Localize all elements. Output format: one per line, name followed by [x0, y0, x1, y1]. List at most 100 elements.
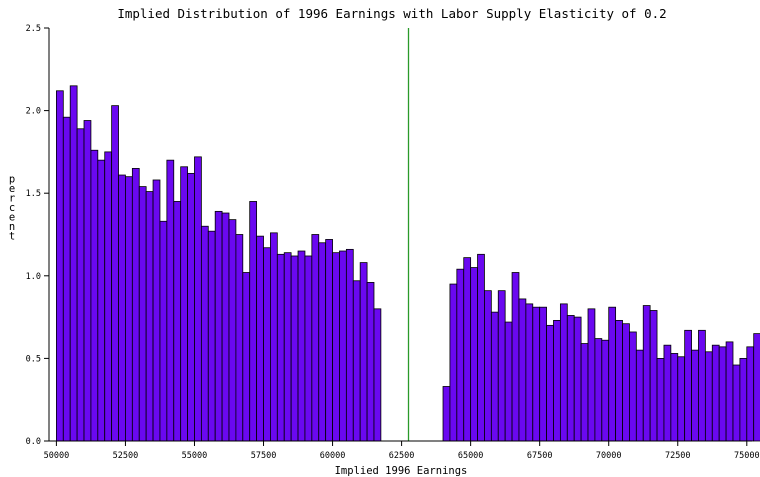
histogram-bar [656, 357, 665, 442]
histogram-bar [118, 174, 126, 442]
histogram-bar [131, 168, 140, 442]
histogram-bar [166, 159, 175, 442]
histogram-bar [235, 234, 244, 442]
histogram-bar [739, 357, 748, 442]
histogram-bar [311, 234, 320, 442]
y-tick-label: 0.0 [26, 437, 41, 447]
histogram-bar [463, 257, 472, 442]
histogram-bar [62, 116, 71, 442]
histogram-bar [83, 120, 92, 442]
histogram-bar [670, 353, 679, 442]
bars-group [56, 85, 760, 442]
histogram-bar [373, 308, 382, 442]
x-tick-label: 65000 [458, 451, 484, 461]
y-tick-label: 2.5 [26, 24, 41, 34]
histogram-bar [339, 250, 347, 442]
histogram-bar [442, 386, 451, 442]
histogram-bar [242, 272, 251, 442]
histogram-bar [698, 329, 706, 442]
histogram-bar [677, 356, 686, 442]
histogram-bar [539, 306, 547, 442]
x-ticks: 50000 52500 55000 57500 60000 62500 65000 67500… [44, 441, 760, 461]
histogram-bar [290, 255, 299, 442]
histogram-bar [725, 341, 734, 442]
histogram-bar [194, 156, 202, 442]
x-tick-label: 67500 [527, 451, 553, 461]
histogram-bar [221, 212, 230, 442]
histogram-bar [490, 311, 499, 442]
histogram-bar [635, 349, 644, 442]
histogram-bar [684, 329, 692, 442]
histogram-bar [649, 310, 658, 442]
histogram-bar [746, 346, 755, 442]
y-tick-label: 2.0 [26, 107, 41, 117]
histogram-bar [587, 308, 596, 442]
histogram-bar [318, 242, 327, 442]
histogram-bar [187, 172, 195, 442]
histogram-bar [608, 306, 617, 442]
histogram-bar [159, 220, 168, 442]
histogram-bar [359, 262, 368, 442]
histogram-bar [615, 319, 623, 442]
histogram-bar [642, 305, 651, 442]
histogram-bar [207, 230, 216, 442]
x-tick-label: 75000 [734, 451, 760, 461]
histogram-bar [456, 268, 465, 442]
histogram-bar [580, 343, 589, 442]
histogram-bar [732, 364, 741, 442]
histogram-bar [559, 303, 568, 442]
histogram-bar [629, 331, 637, 442]
histogram-bar [691, 349, 699, 442]
histogram-bar [663, 344, 672, 442]
histogram-bar [276, 253, 285, 442]
histogram-bar [138, 186, 147, 442]
histogram-bar [145, 191, 154, 442]
histogram-bar [594, 338, 603, 442]
histogram-bar [69, 85, 78, 442]
histogram-bar [504, 321, 513, 442]
y-tick-label: 1.5 [26, 189, 41, 199]
histogram-bar [366, 282, 375, 442]
histogram-bar [256, 235, 264, 442]
histogram-bar [104, 151, 113, 442]
histogram-bar [228, 219, 237, 442]
histogram-bar [325, 239, 333, 442]
histogram-bar [622, 323, 630, 442]
histogram-bar [497, 290, 506, 442]
histogram-bar [173, 201, 182, 442]
y-tick-label: 1.0 [26, 272, 41, 282]
histogram-bar [718, 346, 727, 442]
histogram-bar [152, 179, 161, 442]
histogram-bar [297, 250, 306, 442]
histogram-bar [111, 105, 119, 442]
histogram-bar [283, 252, 292, 442]
x-tick-label: 70000 [596, 451, 622, 461]
histogram-bar [601, 339, 610, 442]
histogram-bar [304, 255, 313, 442]
chart-title: Implied Distribution of 1996 Earnings wi… [117, 6, 666, 21]
histogram-bar [484, 290, 492, 442]
histogram-bar [90, 149, 99, 442]
histogram-bar [214, 210, 223, 442]
histogram-bar [345, 248, 354, 442]
histogram-bar [125, 176, 133, 442]
histogram-bar [553, 319, 561, 442]
y-ticks: 0.0 0.5 1.0 1.5 2.0 2.5 [26, 24, 49, 447]
histogram-bar [546, 324, 554, 442]
histogram-bar [477, 253, 485, 442]
histogram-bar [352, 280, 361, 442]
x-tick-label: 57500 [251, 451, 277, 461]
histogram-bar [525, 303, 534, 442]
histogram-bar [180, 166, 188, 442]
histogram-bar [56, 90, 64, 442]
x-tick-label: 60000 [320, 451, 346, 461]
x-tick-label: 62500 [389, 451, 415, 461]
histogram-bar [518, 298, 527, 442]
x-axis-label: Implied 1996 Earnings [335, 465, 468, 477]
histogram-bar [449, 283, 458, 442]
histogram-bar [270, 232, 278, 442]
histogram-bar [704, 351, 713, 442]
